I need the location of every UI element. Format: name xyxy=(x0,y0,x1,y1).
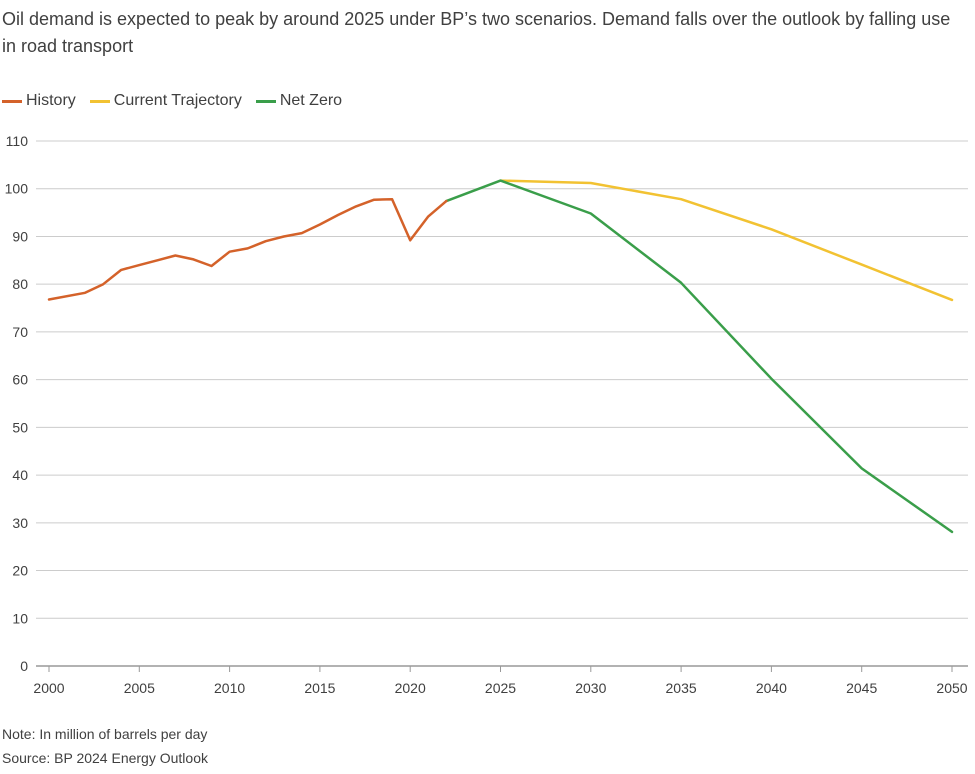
x-tick-label-2000: 2000 xyxy=(33,680,64,696)
y-tick-label-20: 20 xyxy=(12,563,28,579)
y-tick-label-30: 30 xyxy=(12,515,28,531)
chart-source: Source: BP 2024 Energy Outlook xyxy=(2,750,208,766)
chart-note: Note: In million of barrels per day xyxy=(2,726,208,742)
legend-item-current-trajectory: Current Trajectory xyxy=(89,92,242,110)
x-tick-label-2045: 2045 xyxy=(846,680,877,696)
legend: History Current Trajectory Net Zero xyxy=(2,92,356,110)
y-tick-label-60: 60 xyxy=(12,372,28,388)
x-tick-label-2015: 2015 xyxy=(304,680,335,696)
legend-swatch-current-trajectory xyxy=(89,99,110,103)
legend-label-net-zero: Net Zero xyxy=(279,92,343,109)
x-tick-label-2035: 2035 xyxy=(666,680,697,696)
y-tick-label-80: 80 xyxy=(12,276,28,292)
legend-item-history: History xyxy=(2,92,76,110)
x-tick-label-2020: 2020 xyxy=(395,680,426,696)
y-tick-label-0: 0 xyxy=(20,658,28,674)
legend-label-history: History xyxy=(26,92,76,109)
y-tick-label-90: 90 xyxy=(12,228,28,244)
y-tick-label-40: 40 xyxy=(12,467,28,483)
legend-label-current-trajectory: Current Trajectory xyxy=(113,92,242,109)
y-tick-label-110: 110 xyxy=(6,133,29,149)
legend-swatch-history xyxy=(2,99,22,103)
x-tick-label-2025: 2025 xyxy=(485,680,516,696)
x-tick-label-2010: 2010 xyxy=(214,680,245,696)
y-tick-label-70: 70 xyxy=(12,324,28,340)
x-tick-label-2030: 2030 xyxy=(575,680,606,696)
x-tick-label-2050: 2050 xyxy=(936,680,967,696)
series-line-current-trajectory xyxy=(499,179,954,302)
legend-swatch-net-zero xyxy=(255,99,276,103)
x-tick-label-2040: 2040 xyxy=(756,680,787,696)
series-line-net-zero xyxy=(445,179,954,534)
chart-title: Oil demand is expected to peak by around… xyxy=(2,9,951,56)
y-tick-label-10: 10 xyxy=(12,610,28,626)
y-tick-label-50: 50 xyxy=(12,419,28,435)
series-line-history xyxy=(47,197,448,301)
legend-item-net-zero: Net Zero xyxy=(255,92,343,110)
y-tick-label-100: 100 xyxy=(5,181,29,197)
x-tick-label-2005: 2005 xyxy=(124,680,155,696)
